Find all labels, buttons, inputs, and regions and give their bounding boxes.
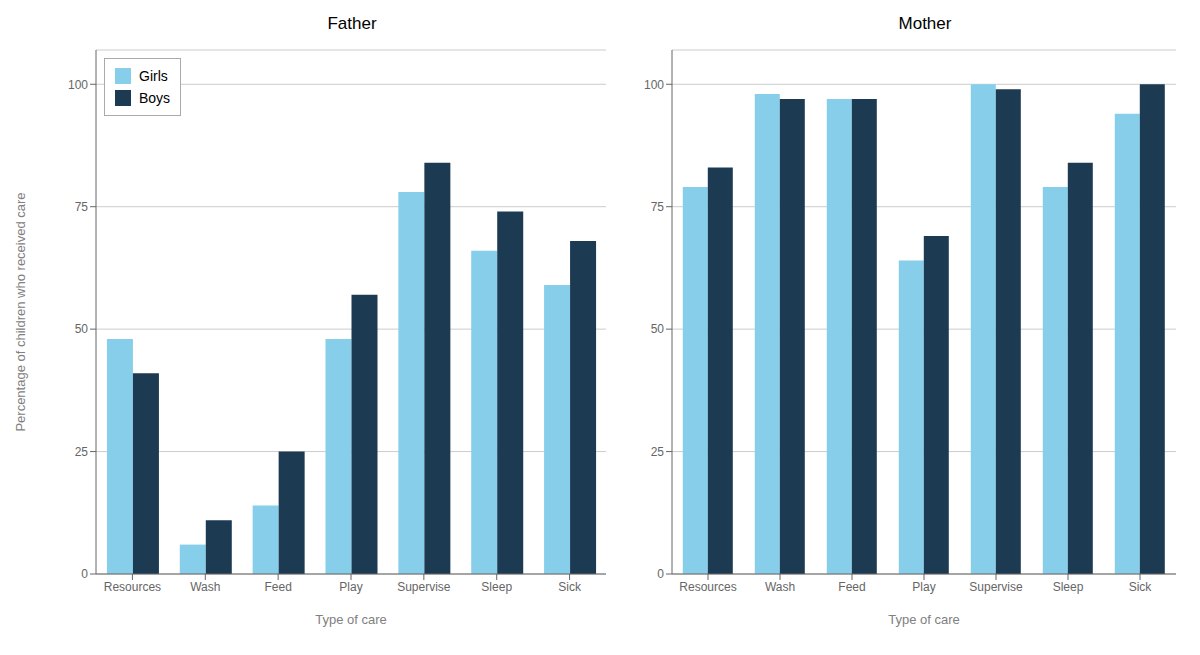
svg-text:Sick: Sick — [558, 580, 582, 594]
svg-text:75: 75 — [75, 200, 89, 214]
svg-text:100: 100 — [68, 78, 88, 92]
svg-text:Sleep: Sleep — [481, 580, 512, 594]
svg-text:0: 0 — [81, 567, 88, 581]
html-text:Mother: Mother — [898, 14, 952, 33]
svg-text:Resources: Resources — [104, 580, 161, 594]
svg-text:25: 25 — [651, 445, 665, 459]
html-text:Boys: Boys — [139, 90, 171, 106]
svg-text:Play: Play — [339, 580, 362, 594]
svg-text:Play: Play — [912, 580, 935, 594]
svg-text:0: 0 — [657, 567, 664, 581]
svg-text:75: 75 — [651, 200, 665, 214]
svg-text:Wash: Wash — [190, 580, 220, 594]
svg-text:Type of care: Type of care — [315, 612, 387, 627]
svg-text:Sick: Sick — [1129, 580, 1153, 594]
svg-text:50: 50 — [75, 322, 89, 336]
svg-text:Feed: Feed — [264, 580, 291, 594]
svg-text:Feed: Feed — [838, 580, 865, 594]
svg-text:Type of care: Type of care — [888, 612, 960, 627]
svg-text:25: 25 — [75, 445, 89, 459]
svg-text:Wash: Wash — [765, 580, 795, 594]
svg-text:100: 100 — [644, 78, 664, 92]
html-text:Father: Father — [327, 14, 377, 33]
svg-text:Resources: Resources — [679, 580, 736, 594]
svg-text:Supervise: Supervise — [397, 580, 451, 594]
svg-text:Percentage of children who rec: Percentage of children who received care — [13, 192, 28, 431]
svg-text:50: 50 — [651, 322, 665, 336]
svg-text:Sleep: Sleep — [1053, 580, 1084, 594]
svg-text:Supervise: Supervise — [969, 580, 1023, 594]
html-text:Girls: Girls — [139, 68, 168, 84]
